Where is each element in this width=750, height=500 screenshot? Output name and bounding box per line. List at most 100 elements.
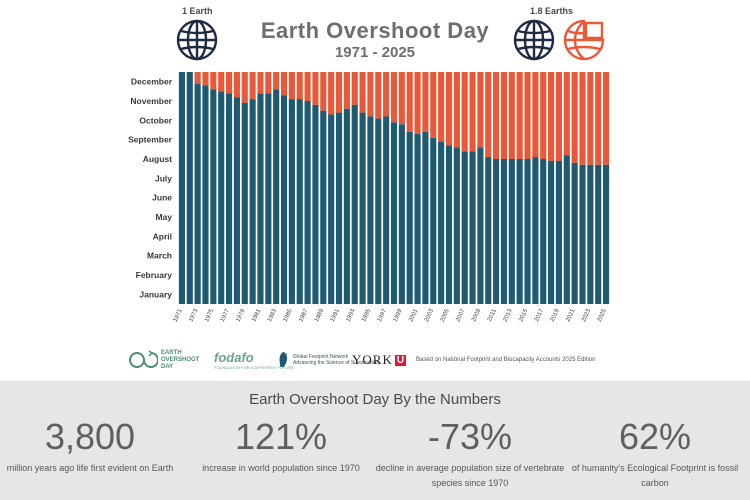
x-tick-label: 2013 xyxy=(503,308,514,323)
bar-days-after-overshoot xyxy=(218,72,225,92)
bar-days-after-overshoot xyxy=(288,72,295,100)
x-tick-label: 2025 xyxy=(597,308,608,323)
bar-days-after-overshoot xyxy=(202,72,209,86)
bar-days-before-overshoot xyxy=(587,164,594,304)
bar-days-after-overshoot xyxy=(469,72,476,152)
x-tick-label: 1977 xyxy=(220,308,231,323)
globe-icon xyxy=(176,19,218,61)
bar-days-after-overshoot xyxy=(579,72,586,165)
bar-days-after-overshoot xyxy=(414,72,421,134)
bar-days-after-overshoot xyxy=(257,72,264,94)
fodafo-wordmark: fodafo xyxy=(214,350,254,365)
bar-days-before-overshoot xyxy=(273,89,280,305)
x-tick-label: 1985 xyxy=(283,308,294,323)
bar-days-after-overshoot xyxy=(265,72,272,94)
x-tick-label: 1981 xyxy=(251,308,262,323)
gfn-tagline: Advancing the Science of Sustainability xyxy=(293,360,381,366)
x-tick-label: 1979 xyxy=(235,308,246,323)
bar-days-before-overshoot xyxy=(233,97,240,304)
bar-days-before-overshoot xyxy=(241,102,248,304)
bar-days-before-overshoot xyxy=(257,93,264,304)
bar-days-before-overshoot xyxy=(218,91,225,304)
bar-days-after-overshoot xyxy=(524,72,531,159)
bar-days-before-overshoot xyxy=(367,116,374,304)
y-tick-label: January xyxy=(139,289,172,299)
fodafo-logo: fodafo FOUNDATION FOR A DIFFERENT FUTURE xyxy=(214,345,294,375)
bar-days-after-overshoot xyxy=(312,72,319,105)
bar-days-before-overshoot xyxy=(210,89,217,305)
bar-days-before-overshoot xyxy=(445,145,453,304)
stat-value: 121% xyxy=(234,416,328,457)
bar-days-before-overshoot xyxy=(516,159,523,304)
bar-days-before-overshoot xyxy=(430,137,437,304)
bar-days-after-overshoot xyxy=(249,72,256,100)
x-tick-label: 2017 xyxy=(534,308,545,323)
bar-days-after-overshoot xyxy=(343,72,350,109)
bar-days-before-overshoot xyxy=(178,72,185,304)
bar-days-after-overshoot xyxy=(304,72,311,101)
overshoot-chart: January February March April May June July Augu… xyxy=(128,72,610,323)
bar-days-before-overshoot xyxy=(493,159,500,304)
bar-days-after-overshoot xyxy=(296,72,303,100)
bar-days-after-overshoot xyxy=(241,72,248,103)
x-tick-label: 1975 xyxy=(204,308,215,323)
bar-days-before-overshoot xyxy=(469,151,476,304)
x-tick-label: 2001 xyxy=(408,308,419,323)
y-tick-label: March xyxy=(147,251,172,261)
stat-description: million years ago life first evident on … xyxy=(6,463,174,473)
y-tick-label: June xyxy=(152,193,172,203)
bar-days-after-overshoot xyxy=(375,72,382,119)
right-globe-label: 1.8 Earths xyxy=(530,6,574,16)
x-tick-label: 2005 xyxy=(440,308,451,323)
y-tick-label: February xyxy=(136,270,173,280)
bar-days-after-overshoot xyxy=(540,72,547,159)
accounts-text: Based on National Footprint and Biocapac… xyxy=(416,357,596,363)
bar-days-after-overshoot xyxy=(516,72,523,159)
bar-days-after-overshoot xyxy=(485,72,492,158)
bar-days-before-overshoot xyxy=(414,133,421,304)
bar-days-after-overshoot xyxy=(477,72,484,148)
bar-days-before-overshoot xyxy=(579,164,586,304)
bar-days-before-overshoot xyxy=(532,157,539,304)
x-tick-label: 1989 xyxy=(314,308,325,323)
x-tick-label: 1973 xyxy=(188,308,199,323)
bar-days-before-overshoot xyxy=(265,93,272,304)
y-tick-label: December xyxy=(131,77,173,87)
york-logo: YORK U xyxy=(352,345,407,375)
bar-days-before-overshoot xyxy=(438,141,445,304)
bar-days-after-overshoot xyxy=(508,72,515,159)
x-tick-label: 2021 xyxy=(565,308,576,323)
infographic-panel: 1 Earth Earth Overshoot Day 1971 - 2025 … xyxy=(128,6,610,375)
bar-days-before-overshoot xyxy=(485,157,492,304)
x-tick-label: 2019 xyxy=(550,308,561,323)
bar-days-after-overshoot xyxy=(453,72,460,148)
bar-days-after-overshoot xyxy=(383,72,390,117)
bar-days-after-overshoot xyxy=(430,72,437,138)
bar-days-before-overshoot xyxy=(249,99,256,304)
bar-days-before-overshoot xyxy=(288,99,295,304)
bar-days-after-overshoot xyxy=(225,72,233,94)
bar-days-before-overshoot xyxy=(453,147,460,304)
bar-days-after-overshoot xyxy=(210,72,217,90)
footprint-icon xyxy=(279,352,288,368)
x-tick-label: 2015 xyxy=(518,308,529,323)
stat-description: decline in average population size of ve… xyxy=(375,463,565,488)
bar-days-before-overshoot xyxy=(280,95,288,304)
x-tick-label: 1993 xyxy=(345,308,356,323)
bar-days-after-overshoot xyxy=(422,72,429,132)
bar-days-after-overshoot xyxy=(493,72,500,159)
stat-card: 62% of humanity's Ecological Footprint i… xyxy=(560,417,750,491)
bar-days-before-overshoot xyxy=(563,155,570,304)
bar-days-before-overshoot xyxy=(571,162,578,304)
x-tick-label: 2011 xyxy=(487,308,498,323)
bar-days-before-overshoot xyxy=(375,118,382,305)
bar-days-after-overshoot xyxy=(194,72,201,84)
x-tick-label: 1999 xyxy=(393,308,404,323)
bar-days-before-overshoot xyxy=(296,99,303,304)
stat-value: 62% xyxy=(618,416,692,457)
bar-days-before-overshoot xyxy=(186,72,193,304)
york-wordmark: YORK xyxy=(352,352,393,367)
bar-days-before-overshoot xyxy=(477,147,484,304)
bar-days-after-overshoot xyxy=(587,72,594,165)
fodafo-tagline: FOUNDATION FOR A DIFFERENT FUTURE xyxy=(214,365,294,370)
